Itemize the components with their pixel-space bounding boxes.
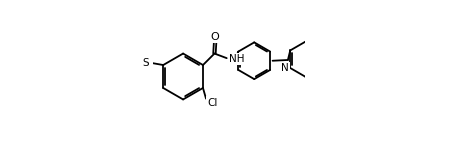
Text: N: N <box>281 63 289 73</box>
Text: NH: NH <box>229 54 245 64</box>
Text: O: O <box>211 32 219 42</box>
Text: Cl: Cl <box>207 97 218 108</box>
Text: S: S <box>142 58 149 68</box>
